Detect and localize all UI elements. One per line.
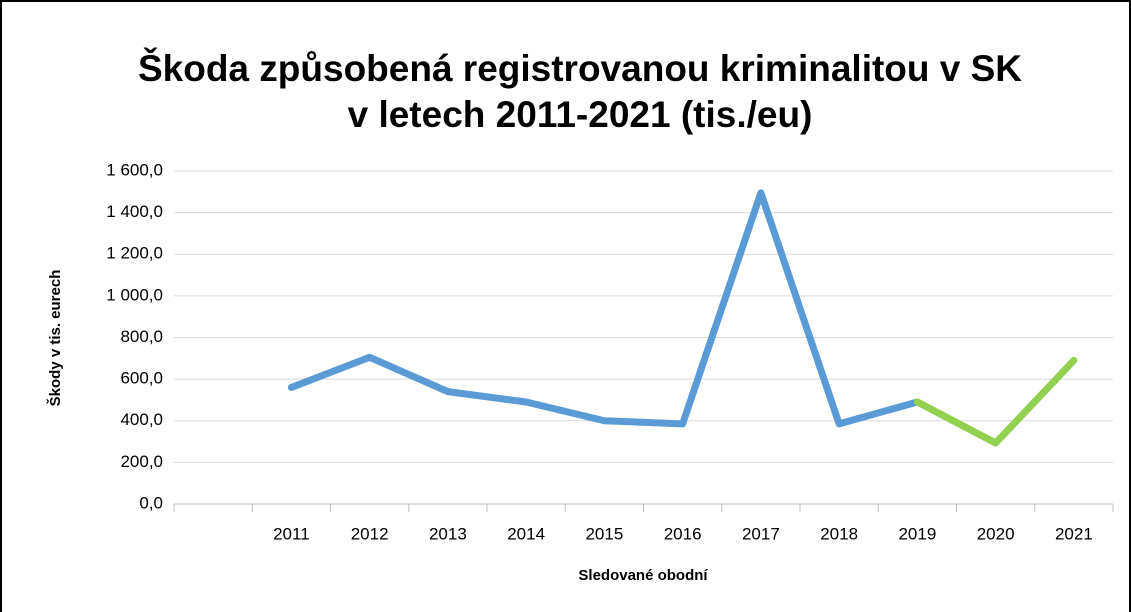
y-tick-label: 600,0 (120, 369, 163, 388)
x-tick-label: 2021 (1055, 524, 1093, 543)
x-tick-label: 2018 (820, 524, 858, 543)
y-tick-label: 1 000,0 (106, 285, 163, 304)
y-axis-title: Škody v tis. eurech (46, 270, 64, 407)
data-line (913, 356, 1078, 447)
y-tick-label: 800,0 (120, 327, 163, 346)
x-tick-label: 2016 (664, 524, 702, 543)
x-axis-title: Sledované obodní (578, 567, 708, 584)
x-tick-label: 2015 (585, 524, 623, 543)
x-tick-label: 2020 (977, 524, 1015, 543)
y-tick-label: 400,0 (120, 410, 163, 429)
x-tick-label: 2014 (507, 524, 545, 543)
x-tick-label: 2011 (273, 524, 310, 543)
data-line (287, 189, 921, 428)
y-tick-label: 0,0 (139, 493, 163, 512)
x-tick-label: 2013 (429, 524, 467, 543)
chart-title: v letech 2011-2021 (tis./eu) (348, 94, 813, 135)
x-tick-label: 2019 (898, 524, 936, 543)
x-tick-label: 2017 (742, 524, 780, 543)
y-tick-label: 1 200,0 (106, 244, 163, 263)
x-tick-label: 2012 (351, 524, 389, 543)
y-tick-label: 200,0 (120, 452, 163, 471)
y-tick-label: 1 600,0 (106, 160, 163, 179)
y-tick-label: 1 400,0 (106, 202, 163, 221)
chart-title: Škoda způsobená registrovanou kriminalit… (138, 47, 1022, 89)
